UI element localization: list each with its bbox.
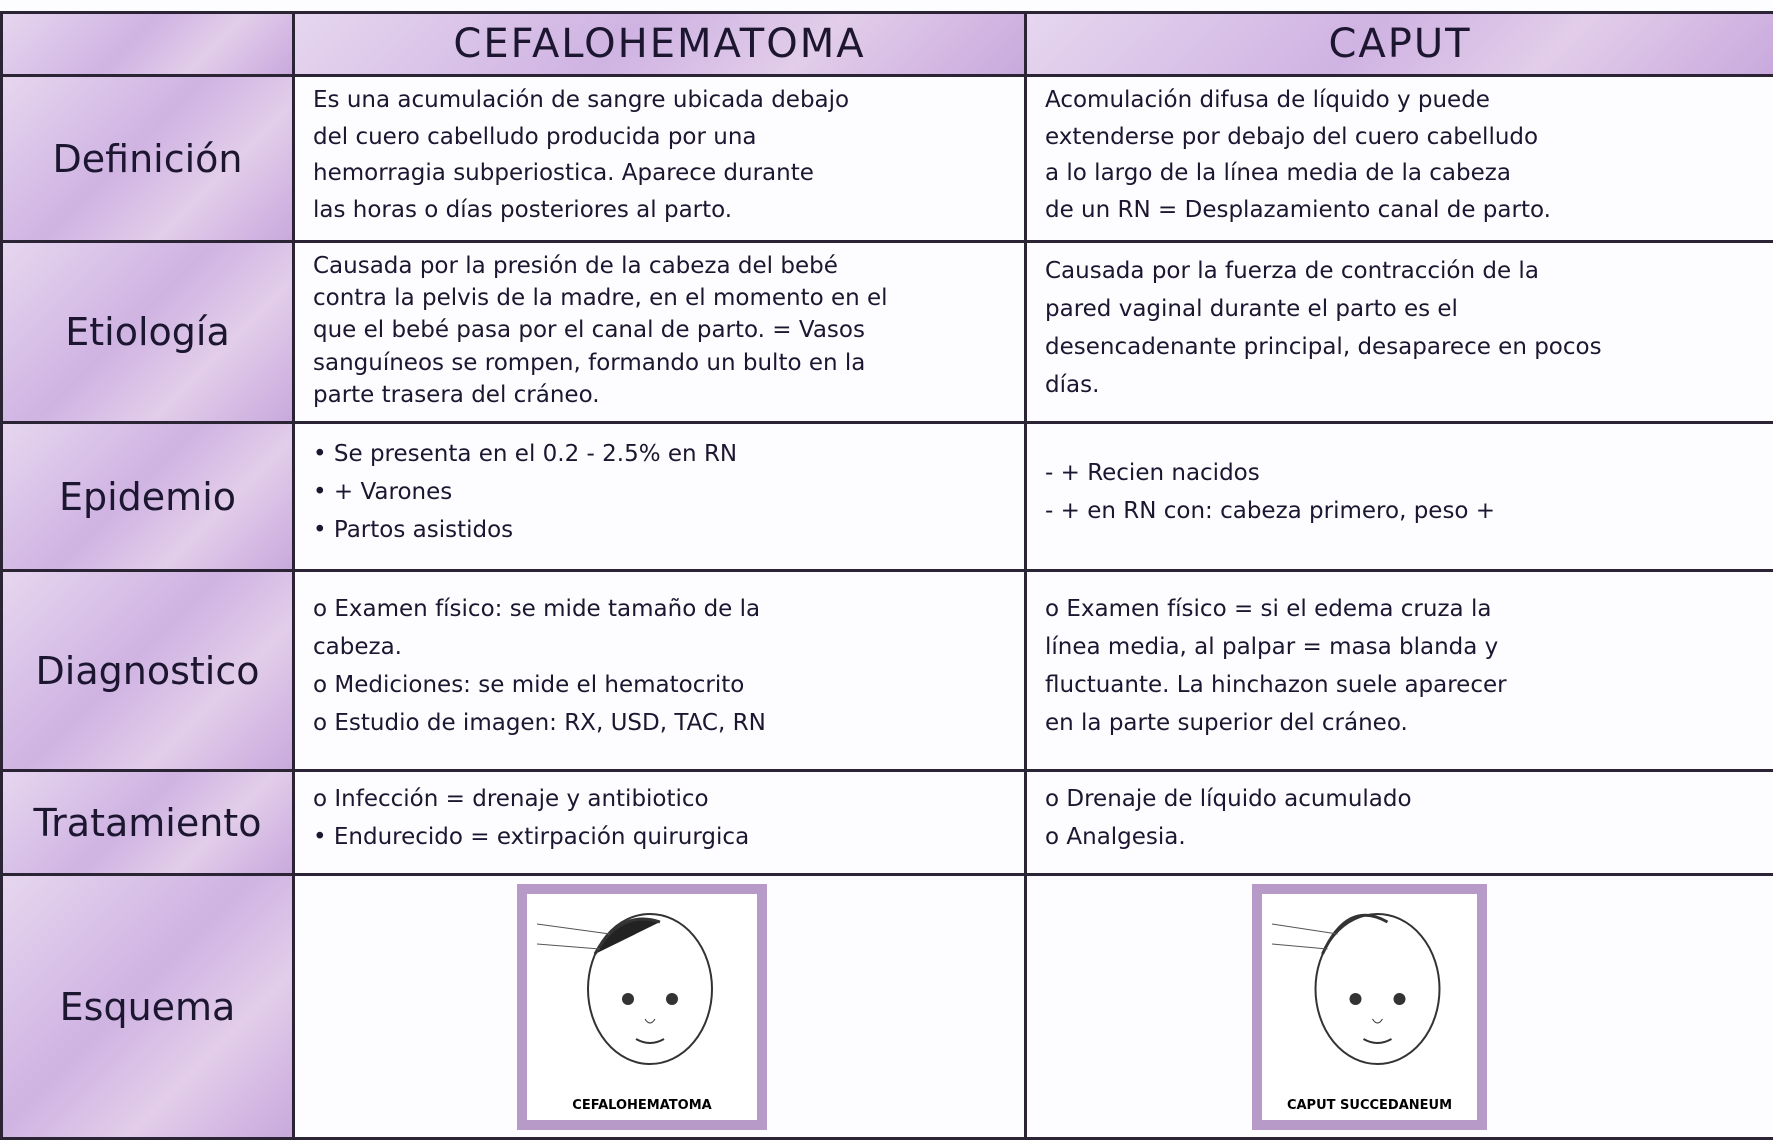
text-line: Causada por la fuerza de contracción de …: [1045, 257, 1539, 284]
row-label: Tratamiento: [0, 769, 295, 876]
text-line: fluctuante. La hinchazon suele aparecer: [1045, 672, 1507, 698]
text-line: en la parte superior del cráneo.: [1045, 710, 1408, 736]
table-cell: o Drenaje de líquido acumulado o Analgesi…: [1024, 769, 1773, 876]
text-line: o Examen físico: se mide tamaño de la: [313, 596, 761, 622]
illustration: CAPUT SUCCEDANEUM: [1262, 894, 1477, 1120]
text-line: cabeza.: [313, 634, 402, 660]
text-line: del cuero cabelludo producida por una: [313, 123, 757, 150]
column-header: CEFALOHEMATOMA: [292, 11, 1027, 77]
row-label: Esquema: [0, 873, 295, 1140]
text-line: sanguíneos se rompen, formando un bulto …: [313, 349, 866, 376]
image-cell: CEFALOHEMATOMA: [292, 873, 1027, 1140]
text-line: o Infección = drenaje y antibiotico: [313, 786, 709, 812]
corner-cell: [0, 11, 295, 77]
text-line: • Partos asistidos: [313, 517, 514, 543]
text-line: pared vaginal durante el parto es el: [1045, 295, 1458, 322]
table-cell: Acomulación difusa de líquido y puede ext…: [1024, 74, 1773, 243]
text-line: hemorragia subperiostica. Aparece durant…: [313, 160, 814, 186]
illustration-frame: CAPUT SUCCEDANEUM: [1252, 884, 1487, 1130]
text-line: de un RN = Desplazamiento canal de parto…: [1045, 196, 1551, 223]
text-line: • Se presenta en el 0.2 - 2.5% en RN: [313, 441, 738, 467]
text-line: Es una acumulación de sangre ubicada deb…: [313, 87, 850, 113]
row-label: Diagnostico: [0, 569, 295, 772]
text-line: contra la pelvis de la madre, en el mome…: [313, 285, 888, 312]
text-line: o Mediciones: se mide el hematocrito: [313, 672, 745, 698]
table-cell: - + Recien nacidos - + en RN con: cabeza …: [1024, 421, 1773, 572]
image-caption: CAPUT SUCCEDANEUM: [1287, 1098, 1452, 1113]
image-cell: CAPUT SUCCEDANEUM: [1024, 873, 1773, 1140]
text-line: o Analgesia.: [1045, 824, 1186, 850]
text-line: línea media, al palpar = masa blanda y: [1045, 634, 1499, 660]
text-line: Acomulación difusa de líquido y puede: [1045, 87, 1490, 113]
table-cell: o Examen físico = si el edema cruza la lí…: [1024, 569, 1773, 772]
text-line: que el bebé pasa por el canal de parto. …: [313, 317, 865, 344]
row-label: Etiología: [0, 240, 295, 424]
text-line: días.: [1045, 371, 1100, 398]
illustration-frame: CEFALOHEMATOMA: [517, 884, 767, 1130]
text-line: Causada por la presión de la cabeza del …: [313, 253, 838, 279]
column-header: CAPUT: [1024, 11, 1773, 77]
text-line: a lo largo de la línea media de la cabez…: [1045, 160, 1511, 186]
table-cell: Causada por la fuerza de contracción de …: [1024, 240, 1773, 424]
text-line: las horas o días posteriores al parto.: [313, 196, 733, 223]
text-line: • Endurecido = extirpación quirurgica: [313, 824, 750, 850]
text-line: - + en RN con: cabeza primero, peso +: [1045, 498, 1496, 524]
text-line: parte trasera del cráneo.: [313, 381, 600, 408]
text-line: extenderse por debajo del cuero cabellud…: [1045, 123, 1539, 150]
table-cell: Causada por la presión de la cabeza del …: [292, 240, 1027, 424]
table-cell: o Infección = drenaje y antibiotico • End…: [292, 769, 1027, 876]
text-line: - + Recien nacidos: [1045, 460, 1260, 486]
illustration: CEFALOHEMATOMA: [527, 894, 757, 1120]
table-cell: • Se presenta en el 0.2 - 2.5% en RN • + …: [292, 421, 1027, 572]
image-caption: CEFALOHEMATOMA: [572, 1098, 711, 1113]
table-cell: o Examen físico: se mide tamaño de la cab…: [292, 569, 1027, 772]
text-line: • + Varones: [313, 479, 453, 505]
table-cell: Es una acumulación de sangre ubicada deb…: [292, 74, 1027, 243]
text-line: o Drenaje de líquido acumulado: [1045, 786, 1412, 812]
text-line: o Examen físico = si el edema cruza la: [1045, 596, 1492, 622]
text-line: o Estudio de imagen: RX, USD, TAC, RN: [313, 710, 766, 736]
row-label: Epidemio: [0, 421, 295, 572]
text-line: desencadenante principal, desaparece en …: [1045, 333, 1602, 360]
row-label: Definición: [0, 74, 295, 243]
